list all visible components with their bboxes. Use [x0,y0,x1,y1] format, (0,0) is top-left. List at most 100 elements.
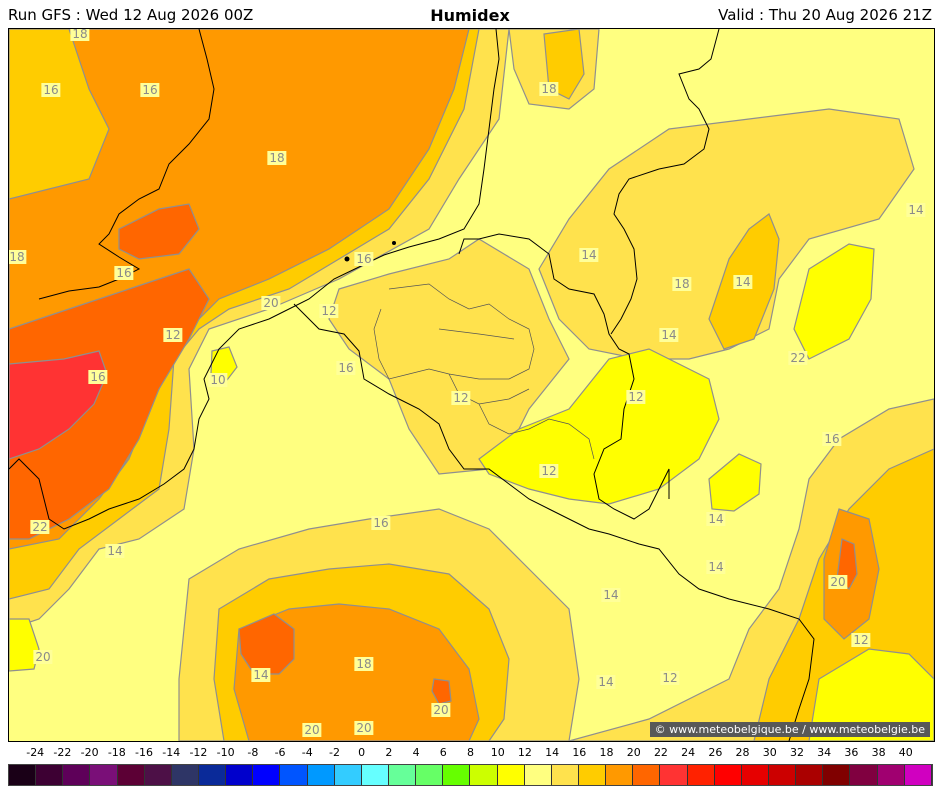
contour-label: 16 [354,252,374,266]
legend-tick: -6 [274,746,286,759]
map-title: Humidex [430,6,510,25]
contour-label: 20 [431,703,451,717]
contour-label: 12 [539,464,559,478]
contour-label: 14 [659,328,679,342]
contour-label: 18 [354,657,374,671]
country-borders [293,168,815,741]
legend-tick: 34 [817,746,832,759]
fill-20-22-channel [118,203,200,260]
contour-label: 20 [828,575,848,589]
legend-tick: 0 [358,746,366,759]
contour-label: 22 [30,520,50,534]
france-coastline [9,29,500,530]
contour-label: 16 [371,516,391,530]
legend-tick: 30 [762,746,777,759]
fill-20-22-south [238,613,295,675]
legend-swatch [253,765,281,785]
legend-tick: 2 [385,746,393,759]
legend-swatch [551,765,579,785]
legend-swatch [36,765,64,785]
legend-swatch [524,765,552,785]
legend-swatch [687,765,715,785]
legend-tick: 22 [653,746,668,759]
legend-tick: -22 [53,746,72,759]
map-canvas [9,29,934,741]
contour-label: 12 [451,391,471,405]
contour-label: 18 [70,28,90,41]
legend-swatch [361,765,389,785]
legend-swatch [768,765,797,785]
contour-label: 14 [733,275,753,289]
legend-tick: -14 [162,746,181,759]
legend-tick: -20 [80,746,99,759]
contour-label: 20 [33,650,53,664]
legend-swatch [9,765,37,785]
legend-swatch [606,765,634,785]
legend-tick: -2 [328,746,340,759]
fill-16-18-top [543,29,585,100]
legend-swatch [416,765,444,785]
contour-label: 14 [601,588,621,602]
humidex-map: 18 16 16 18 18 18 14 14 16 16 14 18 12 2… [8,28,935,742]
city-dot [392,241,396,245]
contour-label: 14 [251,668,271,682]
fill-22-24-west [9,350,108,460]
contour-label: 16 [41,83,61,97]
legend-swatch [633,765,661,785]
contour-label: 16 [336,361,356,375]
contour-label: 18 [9,250,27,264]
run-info: Run GFS : Wed 12 Aug 2026 00Z [8,6,254,24]
contour-label: 12 [319,304,339,318]
legend-swatch [714,765,742,785]
legend-swatch [877,765,905,785]
legend-tick: 20 [626,746,641,759]
fill-20-22-small [431,678,452,705]
legend-tick: 10 [490,746,505,759]
contour-label: 14 [596,675,616,689]
valid-time: Valid : Thu 20 Aug 2026 21Z [718,6,932,24]
legend-swatch [497,765,525,785]
legend-tick: -18 [107,746,126,759]
fill-10-12-far-southeast [808,648,934,741]
contour-label: 16 [88,370,108,384]
legend-tick: 6 [439,746,447,759]
contour-label: 10 [208,373,228,387]
fill-18-20-south [233,603,480,741]
legend-swatch [198,765,227,785]
legend-tick: 24 [681,746,696,759]
legend-swatches [8,764,933,786]
contour-label: 14 [105,544,125,558]
legend-swatch [741,765,769,785]
legend-tick: 16 [572,746,587,759]
legend-swatch [144,765,172,785]
legend-swatch [117,765,145,785]
contour-label: 14 [706,512,726,526]
legend-swatch [470,765,498,785]
fill-10-12-centre [478,348,720,505]
fill-10-12-east [793,243,875,360]
legend-swatch [578,765,607,785]
contour-label: 20 [302,723,322,737]
legend-tick: -16 [135,746,153,759]
contour-label: 16 [140,83,160,97]
uk-coastline [38,29,215,300]
legend-swatch [388,765,417,785]
germany-coastline [658,29,720,170]
legend-swatch [171,765,199,785]
contour-label: 20 [261,296,281,310]
legend-swatch [796,765,824,785]
color-scale-legend: -24 -22 -20 -18 -16 -14 -12 -10 -8 -6 -4 -2 0 2 4 6 8 10 1… [8,746,933,794]
contour-label: 16 [822,432,842,446]
contour-label: 12 [851,633,871,647]
contour-label: 22 [788,351,808,365]
contour-label: 14 [906,203,926,217]
legend-tick: 38 [871,746,886,759]
legend-swatch [660,765,688,785]
legend-swatch [307,765,335,785]
legend-swatch [904,765,932,785]
city-dot [344,256,350,262]
contour-label: 14 [579,248,599,262]
legend-tick: -24 [26,746,45,759]
fill-20-22-west [9,268,210,540]
legend-swatch [90,765,118,785]
